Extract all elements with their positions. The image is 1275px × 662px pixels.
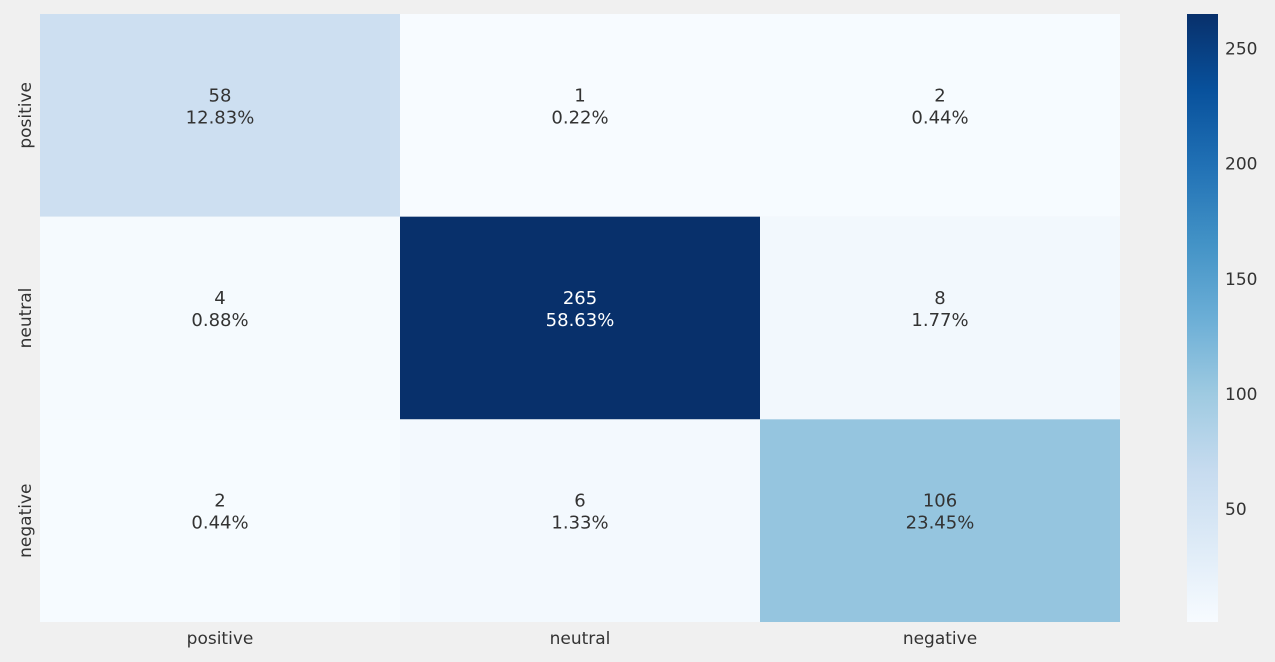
heatmap-cell-negative-negative <box>760 419 1120 623</box>
cell-count-label-positive-negative: 2 <box>934 85 945 106</box>
heatmap-cell-positive-neutral <box>400 14 760 217</box>
cell-percent-label-neutral-negative: 1.77% <box>911 310 968 331</box>
cell-count-label-neutral-negative: 8 <box>934 288 945 309</box>
x-tick-label-positive: positive <box>187 629 254 649</box>
cell-percent-label-neutral-neutral: 58.63% <box>546 310 615 331</box>
cell-count-label-neutral-positive: 4 <box>214 288 225 309</box>
x-tick-label-negative: negative <box>903 629 977 649</box>
cell-count-label-positive-neutral: 1 <box>574 85 585 106</box>
heatmap-cell-neutral-neutral <box>400 216 760 420</box>
x-tick-label-neutral: neutral <box>550 629 611 649</box>
heatmap-cell-positive-negative <box>760 14 1120 217</box>
colorbar-tick-label-250: 250 <box>1225 40 1257 60</box>
cell-percent-label-positive-negative: 0.44% <box>911 107 968 128</box>
heatmap-cells <box>40 14 1120 623</box>
colorbar-tick-label-50: 50 <box>1225 500 1247 520</box>
heatmap-cell-labels: 5812.83%10.22%20.44%40.88%26558.63%81.77… <box>186 85 975 533</box>
colorbar-tick-label-150: 150 <box>1225 270 1257 290</box>
cell-percent-label-neutral-positive: 0.88% <box>191 310 248 331</box>
colorbar-tick-label-100: 100 <box>1225 385 1257 405</box>
cell-count-label-negative-negative: 106 <box>923 491 957 512</box>
colorbar-tick-label-200: 200 <box>1225 155 1257 175</box>
cell-count-label-negative-neutral: 6 <box>574 491 585 512</box>
cell-count-label-neutral-neutral: 265 <box>563 288 597 309</box>
cell-percent-label-negative-neutral: 1.33% <box>551 513 608 534</box>
y-tick-label-negative: negative <box>16 483 36 557</box>
y-tick-label-neutral: neutral <box>16 288 36 349</box>
cell-percent-label-positive-positive: 12.83% <box>186 107 255 128</box>
colorbar: 50 100 150 200 250 <box>1187 14 1257 622</box>
y-axis-tick-labels: positive neutral negative <box>16 82 36 558</box>
colorbar-gradient <box>1187 14 1218 622</box>
heatmap-cell-positive-positive <box>40 14 400 217</box>
heatmap-cell-neutral-negative <box>760 216 1120 420</box>
cell-percent-label-negative-positive: 0.44% <box>191 513 248 534</box>
x-axis-tick-labels: positive neutral negative <box>187 629 978 649</box>
y-tick-label-positive: positive <box>16 82 36 149</box>
cell-count-label-positive-positive: 58 <box>209 85 232 106</box>
heatmap-cell-neutral-positive <box>40 216 400 420</box>
heatmap-cell-negative-positive <box>40 419 400 623</box>
heatmap-cell-negative-neutral <box>400 419 760 623</box>
cell-percent-label-negative-negative: 23.45% <box>906 513 975 534</box>
cell-count-label-negative-positive: 2 <box>214 491 225 512</box>
cell-percent-label-positive-neutral: 0.22% <box>551 107 608 128</box>
